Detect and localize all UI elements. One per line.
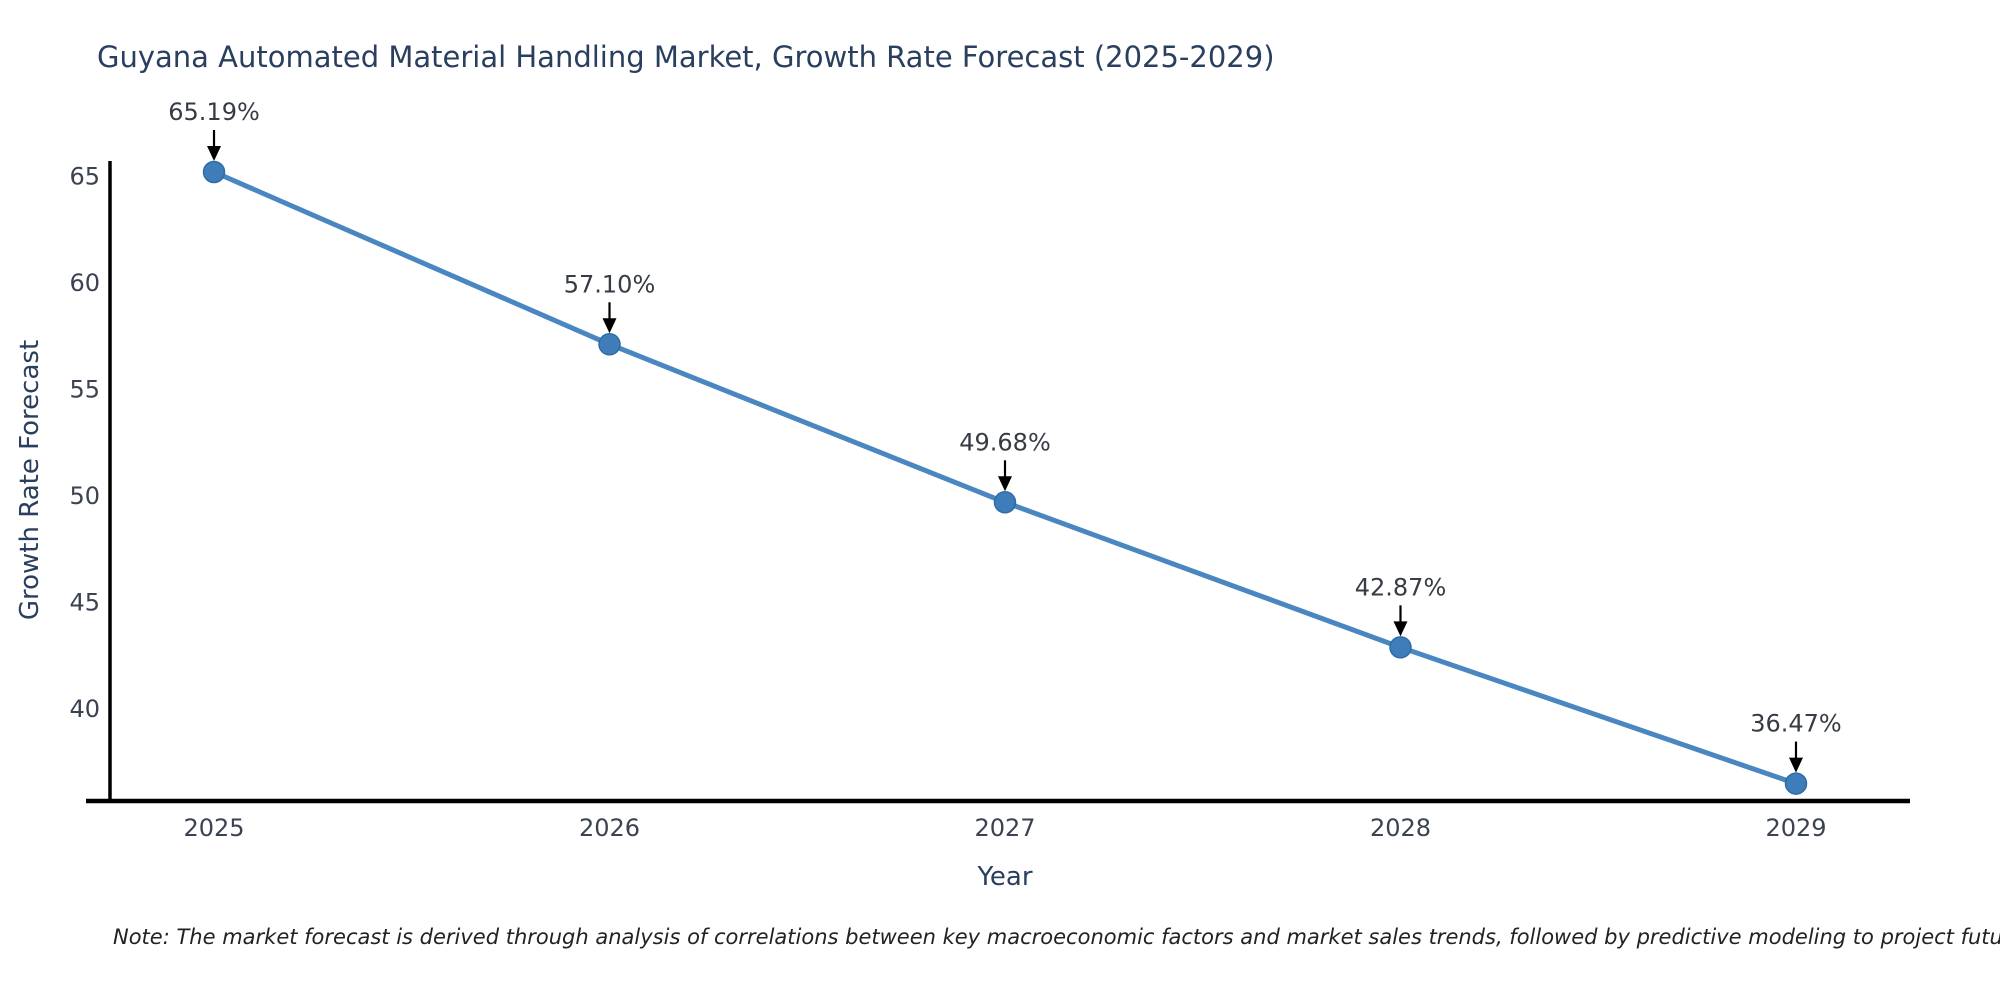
data-point-marker[interactable] [1784, 772, 1808, 795]
x-tick-label: 2029 [1765, 814, 1826, 842]
data-point-label: 36.47% [1750, 710, 1842, 738]
y-tick-label: 50 [69, 482, 100, 510]
y-tick-label: 55 [69, 376, 100, 404]
data-point-label: 49.68% [959, 428, 1051, 456]
annotation-arrowhead [998, 476, 1012, 492]
y-tick-label: 45 [69, 588, 100, 616]
annotation-arrowhead [207, 146, 222, 162]
data-point-label: 57.10% [564, 270, 656, 298]
y-tick-label: 40 [69, 695, 100, 723]
annotation-arrowhead [1393, 621, 1408, 637]
x-tick-label: 2028 [1370, 814, 1431, 842]
data-point-label: 65.19% [168, 98, 260, 126]
x-tick-label: 2026 [579, 814, 640, 842]
y-tick-label: 65 [69, 163, 100, 191]
x-tick-label: 2025 [183, 814, 244, 842]
x-tick-label: 2027 [974, 814, 1035, 842]
data-point-marker[interactable] [202, 160, 226, 184]
chart-title: Guyana Automated Material Handling Marke… [97, 40, 1275, 74]
annotation-arrowhead [602, 318, 617, 334]
x-axis-title: Year [977, 862, 1033, 892]
data-point-marker[interactable] [598, 333, 621, 356]
y-tick-label: 60 [69, 269, 100, 297]
footnote: Note: The market forecast is derived thr… [113, 925, 2000, 949]
data-point-label: 42.87% [1355, 573, 1447, 601]
annotation-arrowhead [1788, 757, 1803, 773]
y-axis-title: Growth Rate Forecast [15, 339, 45, 621]
data-point-marker[interactable] [1389, 636, 1412, 659]
data-point-marker[interactable] [993, 491, 1017, 514]
